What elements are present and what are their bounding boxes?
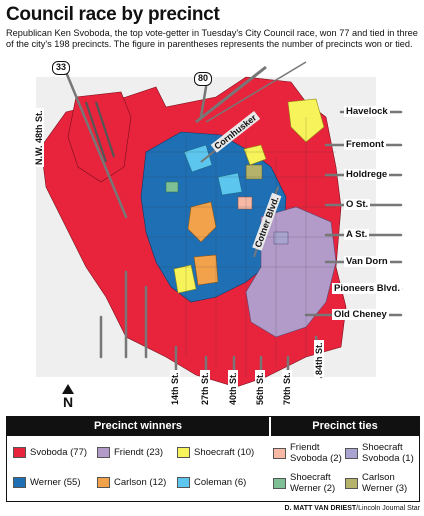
legend-label-friendt: Friendt (23)	[114, 447, 164, 458]
legend-label-carlson: Carlson (12)	[114, 477, 167, 488]
swatch-friendt	[97, 447, 110, 458]
street-a: A St.	[344, 229, 370, 240]
highway-80-shield: 80	[194, 72, 212, 86]
street-84th: 84th St.	[314, 340, 324, 377]
legend-winners-heading: Precinct winners	[7, 417, 269, 436]
legend-item-coleman: Coleman (6)	[177, 477, 246, 488]
precinct-map: 33 80 Havelock Fremont Holdrege O St. A …	[6, 57, 420, 412]
north-indicator: N	[60, 384, 76, 410]
legend-label-shoecraft: Shoecraft (10)	[194, 447, 255, 458]
street-nw-48th: N.W. 48th St.	[34, 108, 44, 167]
tie-3-line1: Shoecraft	[290, 472, 331, 483]
street-fremont: Fremont	[344, 139, 386, 150]
legend-label-tie-friendt-svoboda: Friendt Svoboda (2)	[290, 442, 342, 464]
legend-label-svoboda: Svoboda (77)	[30, 447, 88, 458]
legend-item-svoboda: Svoboda (77)	[13, 447, 87, 458]
legend-item-werner: Werner (55)	[13, 477, 81, 488]
legend-label-coleman: Coleman (6)	[194, 477, 247, 488]
street-o: O St.	[344, 199, 371, 210]
tie-1-line1: Friendt	[290, 442, 320, 453]
swatch-tie-friendt-svoboda	[273, 448, 286, 459]
legend-item-friendt: Friendt (23)	[97, 447, 163, 458]
legend-item-tie-friendt-svoboda: Friendt Svoboda (2)	[273, 442, 342, 464]
street-70th: 70th St.	[282, 370, 292, 407]
highway-33-shield: 33	[52, 61, 70, 75]
street-14th: 14th St.	[170, 370, 180, 407]
street-56th: 56th St.	[255, 370, 265, 407]
subtitle: Republican Ken Svoboda, the top vote-get…	[6, 28, 418, 49]
swatch-tie-shoecraft-svoboda	[345, 448, 358, 459]
swatch-tie-shoecraft-werner	[273, 478, 286, 489]
legend-ties-heading: Precinct ties	[271, 417, 419, 436]
tie-1-line2: Svoboda (2)	[290, 453, 342, 464]
legend-item-shoecraft: Shoecraft (10)	[177, 447, 254, 458]
legend-item-tie-shoecraft-svoboda: Shoecraft Svoboda (1)	[345, 442, 414, 464]
street-pioneers: Pioneers Blvd.	[332, 283, 402, 294]
street-40th: 40th St.	[228, 370, 238, 407]
street-old-cheney: Old Cheney	[332, 309, 389, 320]
north-arrow-icon	[62, 384, 74, 394]
swatch-shoecraft	[177, 447, 190, 458]
legend-label-tie-carlson-werner: Carlson Werner (3)	[362, 472, 407, 494]
legend: Precinct winners Precinct ties Svoboda (…	[6, 416, 420, 502]
credit-author: D. MATT VAN DRIEST	[284, 505, 357, 512]
tie-4-line2: Werner (3)	[362, 483, 408, 494]
credit: D. MATT VAN DRIEST/Lincoln Journal Star	[284, 505, 420, 512]
swatch-coleman	[177, 477, 190, 488]
swatch-carlson	[97, 477, 110, 488]
swatch-tie-carlson-werner	[345, 478, 358, 489]
tie-2-line1: Shoecraft	[362, 442, 403, 453]
street-holdrege: Holdrege	[344, 169, 390, 180]
credit-outlet: /Lincoln Journal Star	[356, 505, 420, 512]
legend-label-werner: Werner (55)	[30, 477, 81, 488]
street-havelock: Havelock	[344, 106, 390, 117]
north-label: N	[62, 394, 74, 410]
street-van-dorn: Van Dorn	[344, 256, 390, 267]
street-27th: 27th St.	[200, 370, 210, 407]
legend-label-tie-shoecraft-werner: Shoecraft Werner (2)	[290, 472, 335, 494]
tie-2-line2: Svoboda (1)	[362, 453, 414, 464]
legend-item-tie-carlson-werner: Carlson Werner (3)	[345, 472, 407, 494]
swatch-werner	[13, 477, 26, 488]
tie-4-line1: Carlson	[362, 472, 395, 483]
swatch-svoboda	[13, 447, 26, 458]
tie-3-line2: Werner (2)	[290, 483, 336, 494]
page-title: Council race by precinct	[6, 4, 220, 25]
legend-item-tie-shoecraft-werner: Shoecraft Werner (2)	[273, 472, 335, 494]
legend-label-tie-shoecraft-svoboda: Shoecraft Svoboda (1)	[362, 442, 414, 464]
legend-item-carlson: Carlson (12)	[97, 477, 166, 488]
